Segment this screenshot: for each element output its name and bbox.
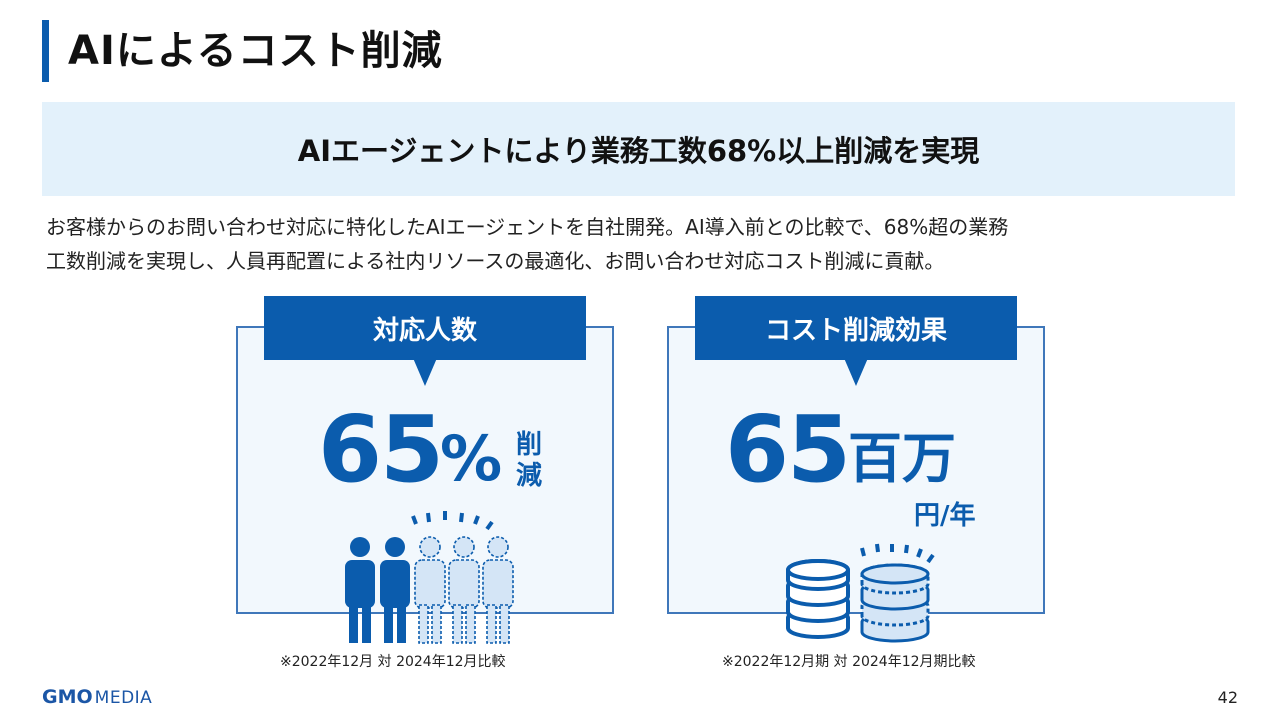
note-right: ※2022年12月期 対 2024年12月期比較 [722,654,976,670]
banner-text: AIエージェントにより業務工数68%以上削減を実現 [297,134,980,168]
tab-pointer-left [413,358,437,386]
metric-unit-yen-per-year: 円/年 [914,501,976,531]
people-icon [345,511,514,644]
tab-pointer-right [844,358,868,386]
metric-unit-million: 百万 [848,427,956,490]
title-accent-bar [42,20,49,82]
logo-gmo: GMO [42,686,93,708]
coins-icon [786,543,935,643]
vertical-char-2: 減 [515,461,542,491]
note-left: ※2022年12月 対 2024年12月比較 [280,654,506,670]
card-tab-response-count: 対応人数 [264,296,586,360]
metric-unit-vertical: 削 減 [514,430,544,492]
card-tab-cost-reduction: コスト削減効果 [695,296,1017,360]
page-number: 42 [1217,688,1238,707]
description-line-1: お客様からのお問い合わせ対応に特化したAIエージェントを自社開発。AI導入前との… [46,215,1009,239]
description-line-2: 工数削減を実現し、人員再配置による社内リソースの最適化、お問い合わせ対応コスト削… [46,249,945,273]
metric-value-right: 65 [725,396,851,503]
metric-unit-percent: % [440,422,503,495]
company-logo: GMO MEDIA [42,686,152,708]
description: お客様からのお問い合わせ対応に特化したAIエージェントを自社開発。AI導入前との… [46,210,1246,278]
metric-value-left: 65 [318,396,444,503]
summary-banner: AIエージェントにより業務工数68%以上削減を実現 [42,102,1235,196]
logo-media: MEDIA [94,688,153,708]
vertical-char-1: 削 [515,430,542,460]
page-title: AIによるコスト削減 [68,28,443,74]
